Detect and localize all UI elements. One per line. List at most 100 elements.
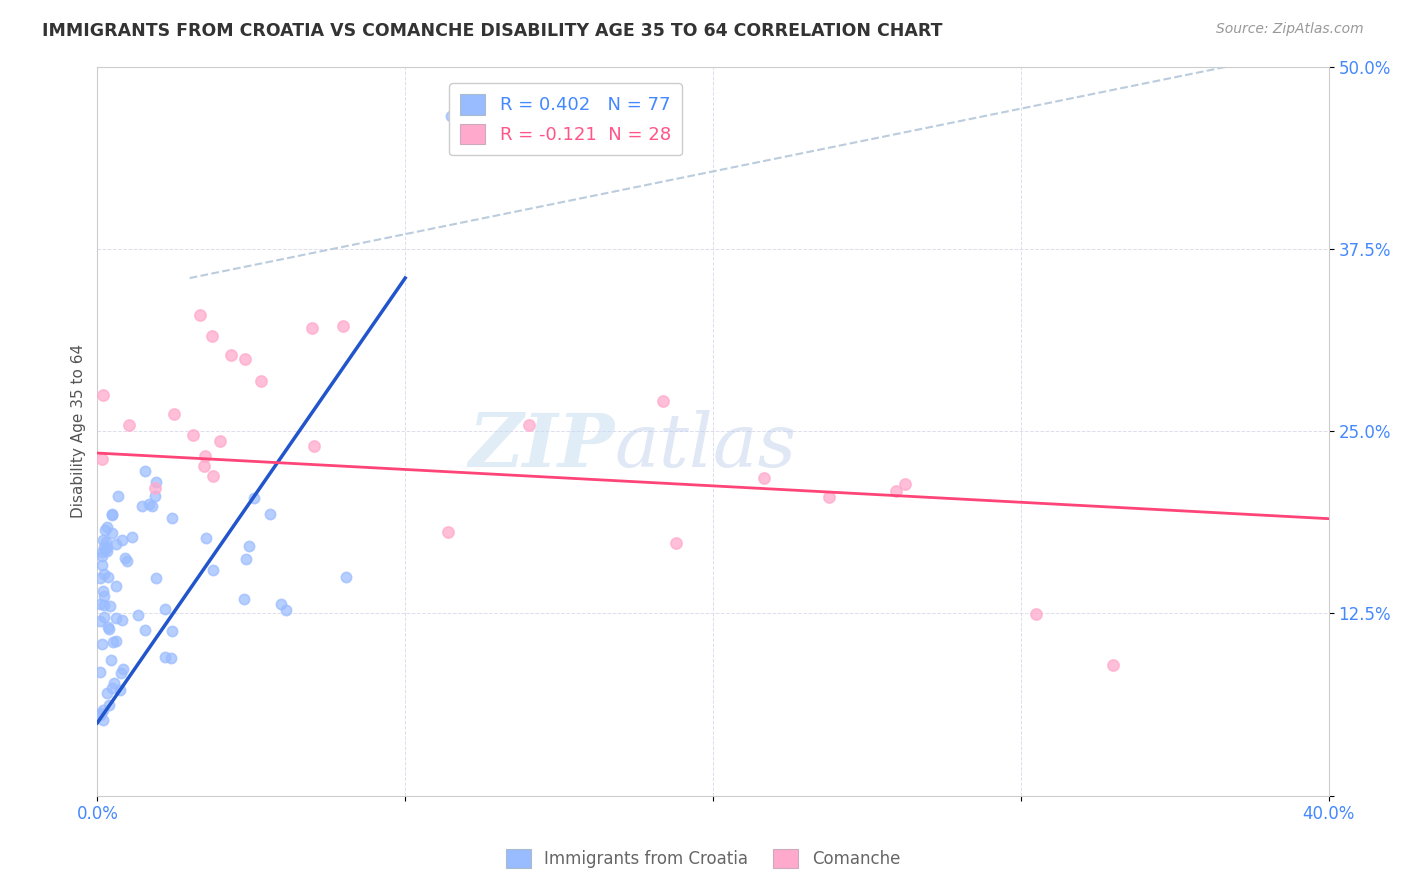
Point	[651, 394, 673, 409]
Point	[89, 665, 111, 679]
Point	[90, 549, 112, 563]
Point	[134, 464, 156, 478]
Point	[101, 508, 124, 522]
Point	[153, 602, 176, 616]
Point	[98, 599, 121, 613]
Point	[98, 622, 121, 636]
Point	[93, 610, 115, 624]
Point	[238, 540, 260, 554]
Point	[93, 533, 115, 548]
Point	[91, 583, 114, 598]
Point	[270, 597, 292, 611]
Point	[193, 458, 215, 473]
Point	[181, 427, 204, 442]
Point	[160, 651, 183, 665]
Point	[111, 662, 134, 676]
Point	[242, 491, 264, 506]
Point	[894, 476, 917, 491]
Point	[202, 468, 225, 483]
Point	[884, 483, 907, 498]
Point	[145, 475, 167, 490]
Point	[96, 544, 118, 558]
Point	[89, 571, 111, 585]
Point	[100, 681, 122, 695]
Point	[219, 348, 242, 362]
Point	[131, 499, 153, 513]
Text: ZIP: ZIP	[468, 409, 614, 482]
Point	[145, 481, 167, 495]
Point	[91, 388, 114, 402]
Point	[208, 434, 231, 448]
Point	[145, 571, 167, 585]
Point	[91, 637, 114, 651]
Point	[101, 525, 124, 540]
Point	[105, 579, 128, 593]
Point	[101, 634, 124, 648]
Point	[93, 598, 115, 612]
Point	[98, 698, 121, 713]
Point	[100, 507, 122, 521]
Point	[93, 589, 115, 603]
Point	[160, 624, 183, 639]
Point	[332, 319, 354, 334]
Point	[93, 566, 115, 581]
Point	[250, 374, 273, 388]
Point	[90, 452, 112, 467]
Point	[304, 439, 326, 453]
Point	[104, 537, 127, 551]
Point	[103, 675, 125, 690]
Point	[94, 523, 117, 537]
Point	[201, 329, 224, 343]
Text: atlas: atlas	[614, 409, 797, 482]
Point	[97, 620, 120, 634]
Point	[232, 591, 254, 606]
Point	[437, 525, 460, 540]
Point	[96, 540, 118, 554]
Point	[752, 471, 775, 485]
Point	[1025, 607, 1047, 622]
Point	[91, 545, 114, 559]
Point	[94, 543, 117, 558]
Point	[97, 570, 120, 584]
Point	[105, 611, 128, 625]
Point	[115, 554, 138, 568]
Point	[143, 489, 166, 503]
Point	[90, 558, 112, 573]
Point	[134, 623, 156, 637]
Point	[188, 308, 211, 322]
Point	[90, 706, 112, 721]
Point	[118, 418, 141, 433]
Point	[818, 490, 841, 504]
Point	[153, 650, 176, 665]
Point	[235, 551, 257, 566]
Point	[138, 497, 160, 511]
Point	[194, 450, 217, 464]
Point	[91, 703, 114, 717]
Point	[259, 507, 281, 521]
Point	[201, 563, 224, 577]
Point	[162, 408, 184, 422]
Point	[107, 489, 129, 503]
Point	[93, 540, 115, 554]
Point	[127, 608, 149, 623]
Point	[233, 351, 256, 366]
Point	[111, 613, 134, 627]
Point	[160, 511, 183, 525]
Point	[89, 707, 111, 722]
Point	[1102, 657, 1125, 672]
Point	[89, 597, 111, 611]
Y-axis label: Disability Age 35 to 64: Disability Age 35 to 64	[72, 344, 86, 518]
Legend: R = 0.402   N = 77, R = -0.121  N = 28: R = 0.402 N = 77, R = -0.121 N = 28	[449, 83, 682, 155]
Point	[121, 530, 143, 544]
Legend: Immigrants from Croatia, Comanche: Immigrants from Croatia, Comanche	[499, 842, 907, 875]
Point	[301, 320, 323, 334]
Point	[141, 499, 163, 513]
Point	[194, 531, 217, 545]
Text: Source: ZipAtlas.com: Source: ZipAtlas.com	[1216, 22, 1364, 37]
Point	[517, 417, 540, 432]
Point	[100, 653, 122, 667]
Point	[111, 533, 134, 548]
Point	[335, 570, 357, 584]
Point	[96, 686, 118, 700]
Point	[96, 534, 118, 549]
